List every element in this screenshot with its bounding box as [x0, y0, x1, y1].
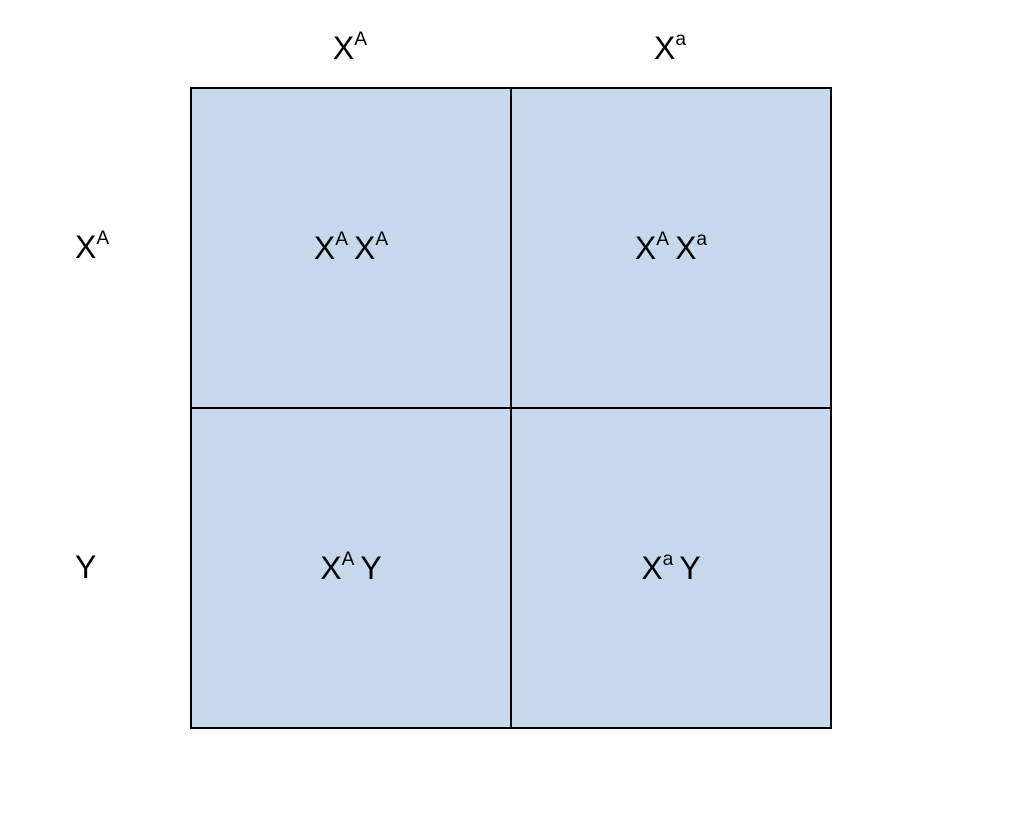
punnett-grid: XAXA XAXa XAY XaY: [190, 87, 832, 729]
cell-1-1-second-base: Y: [679, 550, 700, 586]
col-header-1: XA: [190, 30, 510, 87]
cell-0-0: XAXA: [191, 88, 511, 408]
cell-1-0-second-base: Y: [360, 550, 381, 586]
column-headers-row: XA Xa: [190, 30, 832, 87]
row-headers-col: XA Y: [60, 87, 190, 729]
cell-1-1-first-base: X: [641, 550, 662, 586]
cell-0-1-first-base: X: [635, 230, 656, 266]
col-header-2-base: X: [654, 30, 675, 66]
col-header-2-sup: a: [675, 29, 686, 50]
cell-1-0-first-base: X: [320, 550, 341, 586]
row-header-1: XA: [60, 87, 190, 407]
col-header-2: Xa: [510, 30, 830, 87]
cell-0-1-second-sup: a: [696, 229, 707, 250]
cell-0-1-second-base: X: [675, 230, 696, 266]
col-header-1-base: X: [333, 30, 354, 66]
cell-0-0-second-base: X: [354, 230, 375, 266]
cell-1-1: XaY: [511, 408, 831, 728]
col-header-1-sup: A: [354, 29, 367, 50]
cell-0-0-first-base: X: [314, 230, 335, 266]
row-header-2: Y: [60, 407, 190, 727]
cell-1-0: XAY: [191, 408, 511, 728]
cell-1-1-first-sup: a: [663, 549, 674, 570]
row-header-1-base: X: [75, 229, 96, 265]
main-area: XA Y XAXA XAXa XAY XaY: [60, 87, 832, 729]
cell-0-1: XAXa: [511, 88, 831, 408]
cell-0-0-second-sup: A: [375, 229, 388, 250]
cell-1-0-first-sup: A: [342, 549, 355, 570]
cell-0-1-first-sup: A: [656, 229, 669, 250]
row-header-1-sup: A: [96, 228, 109, 249]
punnett-square-container: XA Xa XA Y XAXA XAXa XAY XaY: [60, 30, 832, 729]
row-header-2-base: Y: [75, 549, 96, 585]
cell-0-0-first-sup: A: [335, 229, 348, 250]
